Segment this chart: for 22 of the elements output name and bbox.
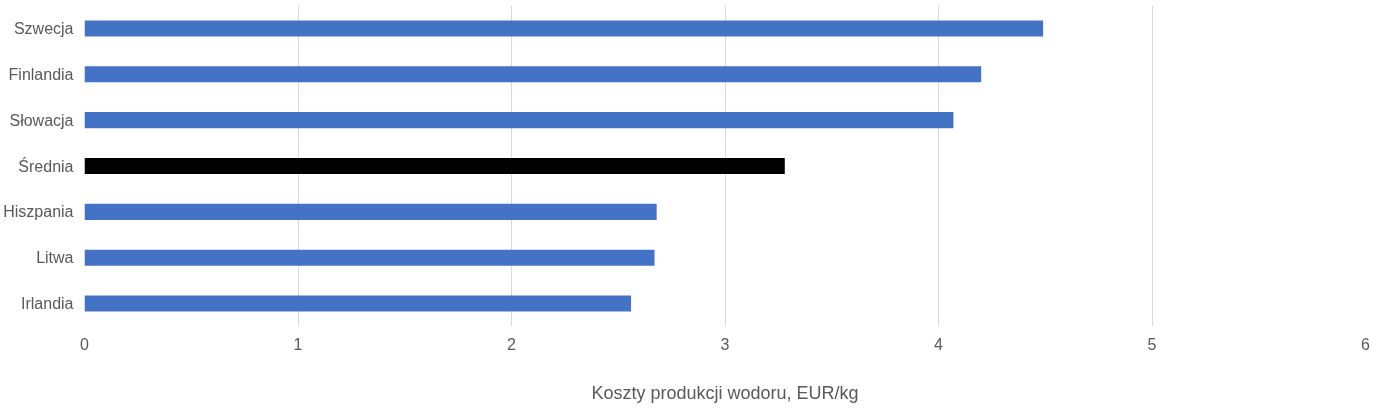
y-tick-label: Hiszpania xyxy=(3,203,74,221)
x-tick-label: 6 xyxy=(1361,335,1371,353)
bar xyxy=(84,66,982,83)
bar xyxy=(84,20,1044,37)
bar xyxy=(84,295,632,312)
y-tick-label: Litwa xyxy=(36,249,74,267)
y-tick-label: Finlandia xyxy=(8,65,74,83)
x-tick-label: 1 xyxy=(293,335,303,353)
y-tick-label: Irlandia xyxy=(21,295,74,313)
x-tick-label: 3 xyxy=(720,335,730,353)
x-tick-label: 0 xyxy=(80,335,90,353)
y-tick-label: Słowacja xyxy=(9,111,74,129)
x-tick-label: 2 xyxy=(507,335,517,353)
x-tick-label: 5 xyxy=(1147,335,1157,353)
y-tick-label: Średnia xyxy=(18,156,74,175)
x-axis-title: Koszty produkcji wodoru, EUR/kg xyxy=(591,382,859,403)
x-tick-label: 4 xyxy=(934,335,944,353)
y-tick-label: Szwecja xyxy=(13,19,74,37)
bar xyxy=(84,203,657,220)
bar xyxy=(84,249,655,266)
bar xyxy=(84,112,954,129)
bar xyxy=(84,157,785,175)
